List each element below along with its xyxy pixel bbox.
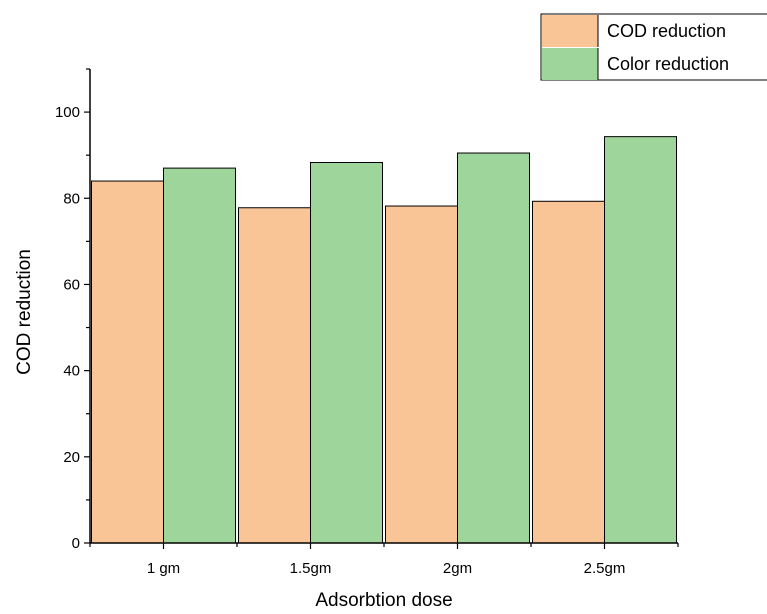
y-tick-label: 0 <box>72 535 80 552</box>
x-tick-label: 2gm <box>443 560 472 577</box>
x-tick-label: 1 gm <box>147 560 180 577</box>
bar-cod-reduction <box>532 200 605 544</box>
y-axis-title: COD reduction <box>14 249 35 375</box>
legend-entry: COD reduction <box>607 21 726 41</box>
bar-color-reduction <box>457 152 530 544</box>
bars-layer <box>91 136 677 544</box>
y-tick-label: 80 <box>63 190 80 207</box>
legend-swatch <box>542 48 598 80</box>
bar-cod-reduction <box>91 180 164 544</box>
legend-entry: Color reduction <box>607 54 729 74</box>
y-ticks: 0 20 40 60 80 100 <box>55 68 90 552</box>
y-tick-label: 20 <box>63 449 80 466</box>
x-tick-label: 2.5gm <box>584 560 626 577</box>
y-tick-label: 60 <box>63 276 80 293</box>
x-tick-label: 1.5gm <box>290 560 332 577</box>
bar-cod-reduction <box>385 205 458 544</box>
bar-color-reduction <box>310 162 383 544</box>
bar-color-reduction <box>604 136 677 544</box>
x-axis-title: Adsorbtion dose <box>315 590 452 611</box>
y-tick-label: 40 <box>63 363 80 380</box>
legend: COD reduction Color reduction <box>540 13 767 81</box>
x-ticks: 1 gm 1.5gm 2gm 2.5gm <box>89 543 679 577</box>
bar-color-reduction <box>163 167 236 544</box>
bar-cod-reduction <box>238 207 311 544</box>
y-tick-label: 100 <box>55 104 80 121</box>
legend-swatch <box>542 15 598 47</box>
